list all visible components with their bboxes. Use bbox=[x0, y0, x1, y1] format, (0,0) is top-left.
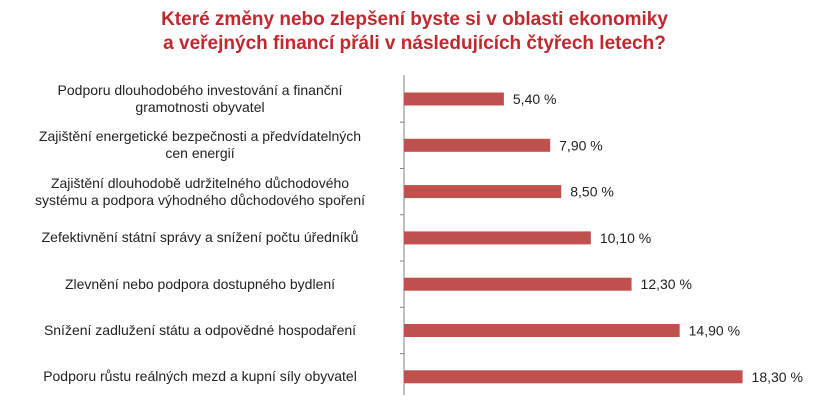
bar bbox=[404, 277, 632, 291]
data-label: 14,90 % bbox=[689, 323, 740, 339]
category-label: Zlevnění nebo podpora dostupného bydlení bbox=[10, 276, 390, 293]
bar bbox=[404, 231, 591, 245]
data-label: 8,50 % bbox=[570, 184, 614, 200]
category-label-line: gramotnosti obyvatel bbox=[135, 99, 265, 115]
data-label: 5,40 % bbox=[513, 91, 557, 107]
bar bbox=[404, 370, 743, 384]
chart-title-line-2: a veřejných financí přáli v následujícíc… bbox=[163, 33, 666, 54]
category-label: Podporu růstu reálných mezd a kupní síly… bbox=[10, 368, 390, 385]
data-label: 10,10 % bbox=[600, 230, 651, 246]
category-label-line: Zajištění dlouhodobě udržitelného důchod… bbox=[50, 174, 350, 191]
data-label: 12,30 % bbox=[641, 276, 692, 292]
bar bbox=[404, 324, 680, 337]
category-label-line: systému a podpora výhodného důchodového … bbox=[34, 191, 365, 208]
category-label: Podporu dlouhodobého investování a finan… bbox=[10, 82, 390, 116]
category-label: Snížení zadlužení státu a odpovědné hosp… bbox=[10, 322, 390, 339]
category-label: Zajištění energetické bezpečnosti a před… bbox=[10, 128, 390, 162]
bar bbox=[404, 185, 562, 199]
data-label: 7,90 % bbox=[559, 137, 603, 153]
category-label: Zajištění dlouhodobě udržitelného důchod… bbox=[10, 175, 390, 209]
category-label-line: Zajištění energetické bezpečnosti a před… bbox=[38, 128, 362, 145]
data-label: 18,30 % bbox=[752, 369, 803, 385]
chart-title-line-1: Které změny nebo zlepšení byste si v obl… bbox=[161, 9, 668, 30]
bar bbox=[404, 138, 551, 152]
chart-title: Které změny nebo zlepšení byste si v obl… bbox=[0, 8, 829, 56]
category-label-line: Podporu dlouhodobého investování a finan… bbox=[57, 82, 343, 98]
category-label-line: Zlevnění nebo podpora dostupného bydlení bbox=[64, 275, 336, 292]
category-label-line: Zefektivnění státní správy a snížení poč… bbox=[41, 229, 359, 246]
category-label-line: cen energií bbox=[165, 145, 235, 162]
category-label-line: Podporu růstu reálných mezd a kupní síly… bbox=[43, 368, 357, 385]
category-label-line: Snížení zadlužení státu a odpovědné hosp… bbox=[43, 322, 357, 338]
category-label: Zefektivnění státní správy a snížení poč… bbox=[10, 229, 390, 246]
bar bbox=[404, 92, 504, 106]
